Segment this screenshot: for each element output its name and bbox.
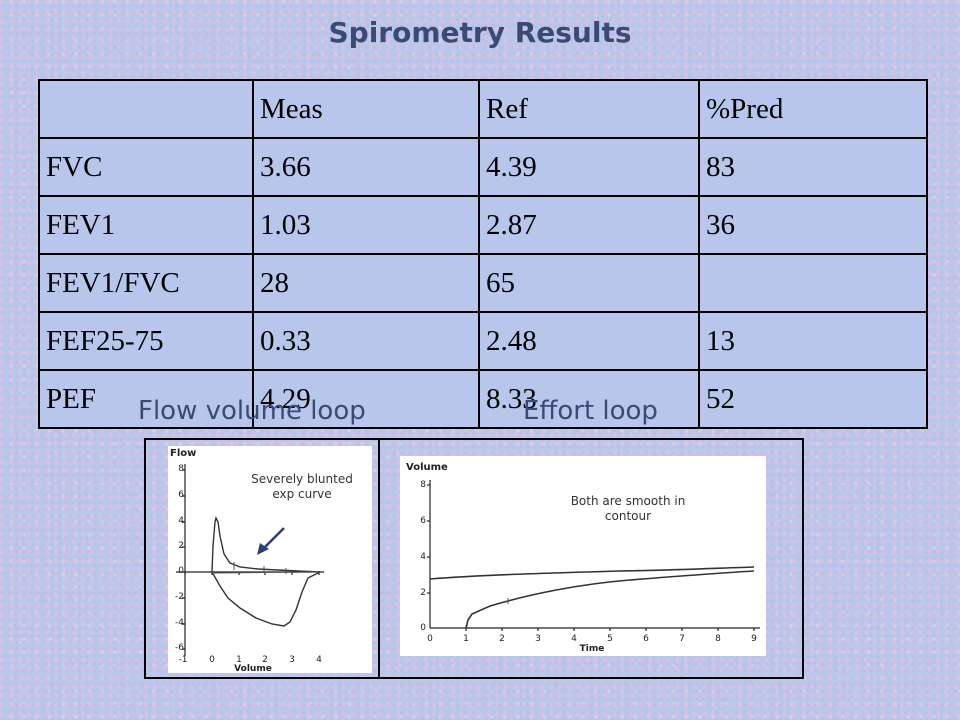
- table-cell: 8.33: [478, 369, 700, 429]
- tick-label: 4: [420, 552, 426, 562]
- tick-label: 3: [535, 634, 541, 644]
- table-cell: 13: [698, 311, 928, 371]
- tick-label: -6: [175, 643, 184, 653]
- tick-label: 6: [420, 516, 426, 526]
- header-cell: [38, 79, 254, 139]
- row-label: FEF25-75: [38, 311, 254, 371]
- expiratory-curve: [211, 515, 321, 573]
- table-row: PEF 4.29 8.33 52: [38, 369, 928, 429]
- table-cell: 2.48: [478, 311, 700, 371]
- tick-label: 1: [236, 655, 242, 665]
- annotation-arrow-shaft: [261, 527, 285, 551]
- table-cell: 4.29: [252, 369, 480, 429]
- volume-axis-label: Volume: [406, 462, 448, 473]
- header-cell: Ref: [478, 79, 700, 139]
- tick-label: 8: [420, 480, 426, 490]
- annotation-line: Severely blunted: [251, 472, 353, 486]
- tick-label: 9: [751, 634, 757, 644]
- tick-label: 0: [420, 623, 426, 633]
- volume-axis-label: Volume: [234, 664, 272, 674]
- table-cell: 0.33: [252, 311, 480, 371]
- annotation-line: exp curve: [272, 487, 332, 501]
- tick-label: 5: [607, 634, 613, 644]
- header-cell: Meas: [252, 79, 480, 139]
- annotation-line: contour: [604, 509, 652, 523]
- table-cell: 52: [698, 369, 928, 429]
- effort-panel: Volume 8 6 4 2 0 0 1 2 3 4 5 6 7 8 9 Tim…: [400, 456, 766, 656]
- flow-volume-graph: [176, 464, 324, 656]
- effort-loop-heading: Effort loop: [523, 396, 658, 426]
- time-axis-label: Time: [579, 644, 605, 654]
- row-label: PEF: [38, 369, 254, 429]
- table-cell: 36: [698, 195, 928, 255]
- tick-label: -1: [178, 655, 188, 665]
- tick-label: 6: [643, 634, 649, 644]
- volume-time-trace: [465, 570, 755, 629]
- tick-label: 7: [679, 634, 685, 644]
- tick-label: 4: [316, 655, 322, 665]
- inspiratory-curve: [211, 571, 321, 627]
- tick-label: 2: [420, 588, 426, 598]
- volume-plateau-trace: [429, 566, 755, 580]
- figure-box: Flow 8 6 4 2 0 -2 -4 -6 -1 0 1 2 3 4 Vol…: [144, 438, 804, 679]
- flow-volume-panel: Flow 8 6 4 2 0 -2 -4 -6 -1 0 1 2 3 4 Vol…: [168, 446, 372, 674]
- flow-axis-label: Flow: [170, 448, 197, 459]
- row-label: FEV1: [38, 195, 254, 255]
- table-row: FEV1 1.03 2.87 36: [38, 195, 928, 255]
- spirometry-table: Meas Ref %Pred FVC 3.66 4.39 83 FEV1 1.0…: [38, 79, 928, 429]
- annotation-arrow-head: [257, 543, 269, 555]
- tick-label: 1: [463, 634, 469, 644]
- tick-label: 8: [715, 634, 721, 644]
- tick-label: 2: [178, 541, 184, 551]
- tick-label: 0: [427, 634, 433, 644]
- header-cell: %Pred: [698, 79, 928, 139]
- tick-label: 0: [178, 566, 184, 576]
- effort-annotation: Both are smooth in contour: [550, 494, 706, 524]
- tick-label: 0: [209, 655, 215, 665]
- annotation-line: Both are smooth in: [570, 494, 686, 508]
- tick-label: 2: [499, 634, 505, 644]
- row-label: FVC: [38, 137, 254, 197]
- table-row: FVC 3.66 4.39 83: [38, 137, 928, 197]
- table-cell: 2.87: [478, 195, 700, 255]
- effort-graph: [427, 480, 760, 631]
- tick-label: 4: [571, 634, 577, 644]
- tick-label: 4: [178, 516, 184, 526]
- table-cell: 65: [478, 253, 700, 313]
- tick-label: 3: [289, 655, 295, 665]
- row-label: FEV1/FVC: [38, 253, 254, 313]
- figure-divider: [378, 440, 380, 677]
- table-cell: 4.39: [478, 137, 700, 197]
- flow-annotation: Severely blunted exp curve: [234, 472, 370, 502]
- tick-label: -2: [175, 592, 184, 602]
- table-cell: 83: [698, 137, 928, 197]
- flow-volume-heading: Flow volume loop: [138, 396, 366, 426]
- table-row: FEV1/FVC 28 65: [38, 253, 928, 313]
- table-cell: 1.03: [252, 195, 480, 255]
- table-cell: 28: [252, 253, 480, 313]
- tick-label: 8: [178, 464, 184, 474]
- page-title: Spirometry Results: [328, 16, 632, 49]
- table-cell: [698, 253, 928, 313]
- tick-label: 2: [262, 655, 268, 665]
- table-cell: 3.66: [252, 137, 480, 197]
- table-row: FEF25-75 0.33 2.48 13: [38, 311, 928, 371]
- tick-label: -4: [175, 618, 184, 628]
- tick-label: 6: [178, 490, 184, 500]
- table-header-row: Meas Ref %Pred: [38, 79, 928, 139]
